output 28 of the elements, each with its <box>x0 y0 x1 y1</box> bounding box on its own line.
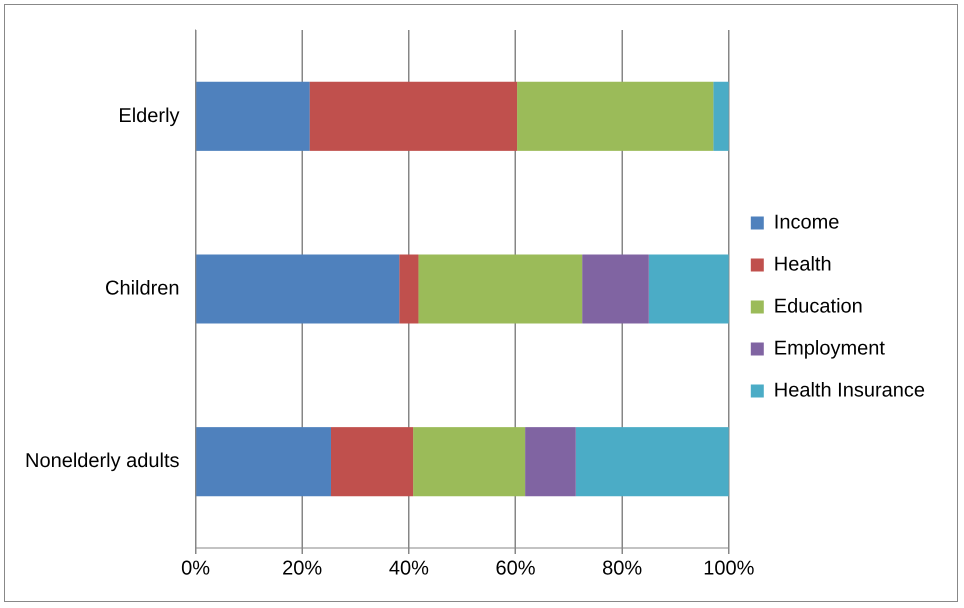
x-tick-label: 80% <box>602 558 642 580</box>
legend-label: Education <box>774 296 863 318</box>
bar <box>196 427 331 496</box>
bar <box>576 427 729 496</box>
bar <box>582 254 649 324</box>
x-tick-label: 0% <box>181 558 210 580</box>
bar <box>517 82 714 151</box>
x-tick-label: 100% <box>703 558 755 580</box>
legend-label: Income <box>774 212 840 234</box>
bar <box>713 82 729 151</box>
bar <box>196 254 400 324</box>
y-tick-label: Elderly <box>118 104 180 127</box>
bar <box>525 427 576 496</box>
y-tick-label: Children <box>105 278 180 300</box>
bar <box>418 254 582 324</box>
legend-label: Health Insurance <box>774 380 925 402</box>
legend-label: Employment <box>774 338 886 360</box>
bar <box>310 82 518 151</box>
x-tick-label: 60% <box>495 558 536 580</box>
bar <box>196 82 310 151</box>
y-tick-label: Nonelderly adults <box>25 450 180 472</box>
bar <box>330 427 414 496</box>
x-tick-label: 40% <box>388 558 430 580</box>
legend-label: Health <box>774 254 832 276</box>
bar <box>399 254 418 324</box>
bar <box>413 427 526 496</box>
bar <box>648 254 729 324</box>
x-tick-label: 20% <box>282 558 322 580</box>
